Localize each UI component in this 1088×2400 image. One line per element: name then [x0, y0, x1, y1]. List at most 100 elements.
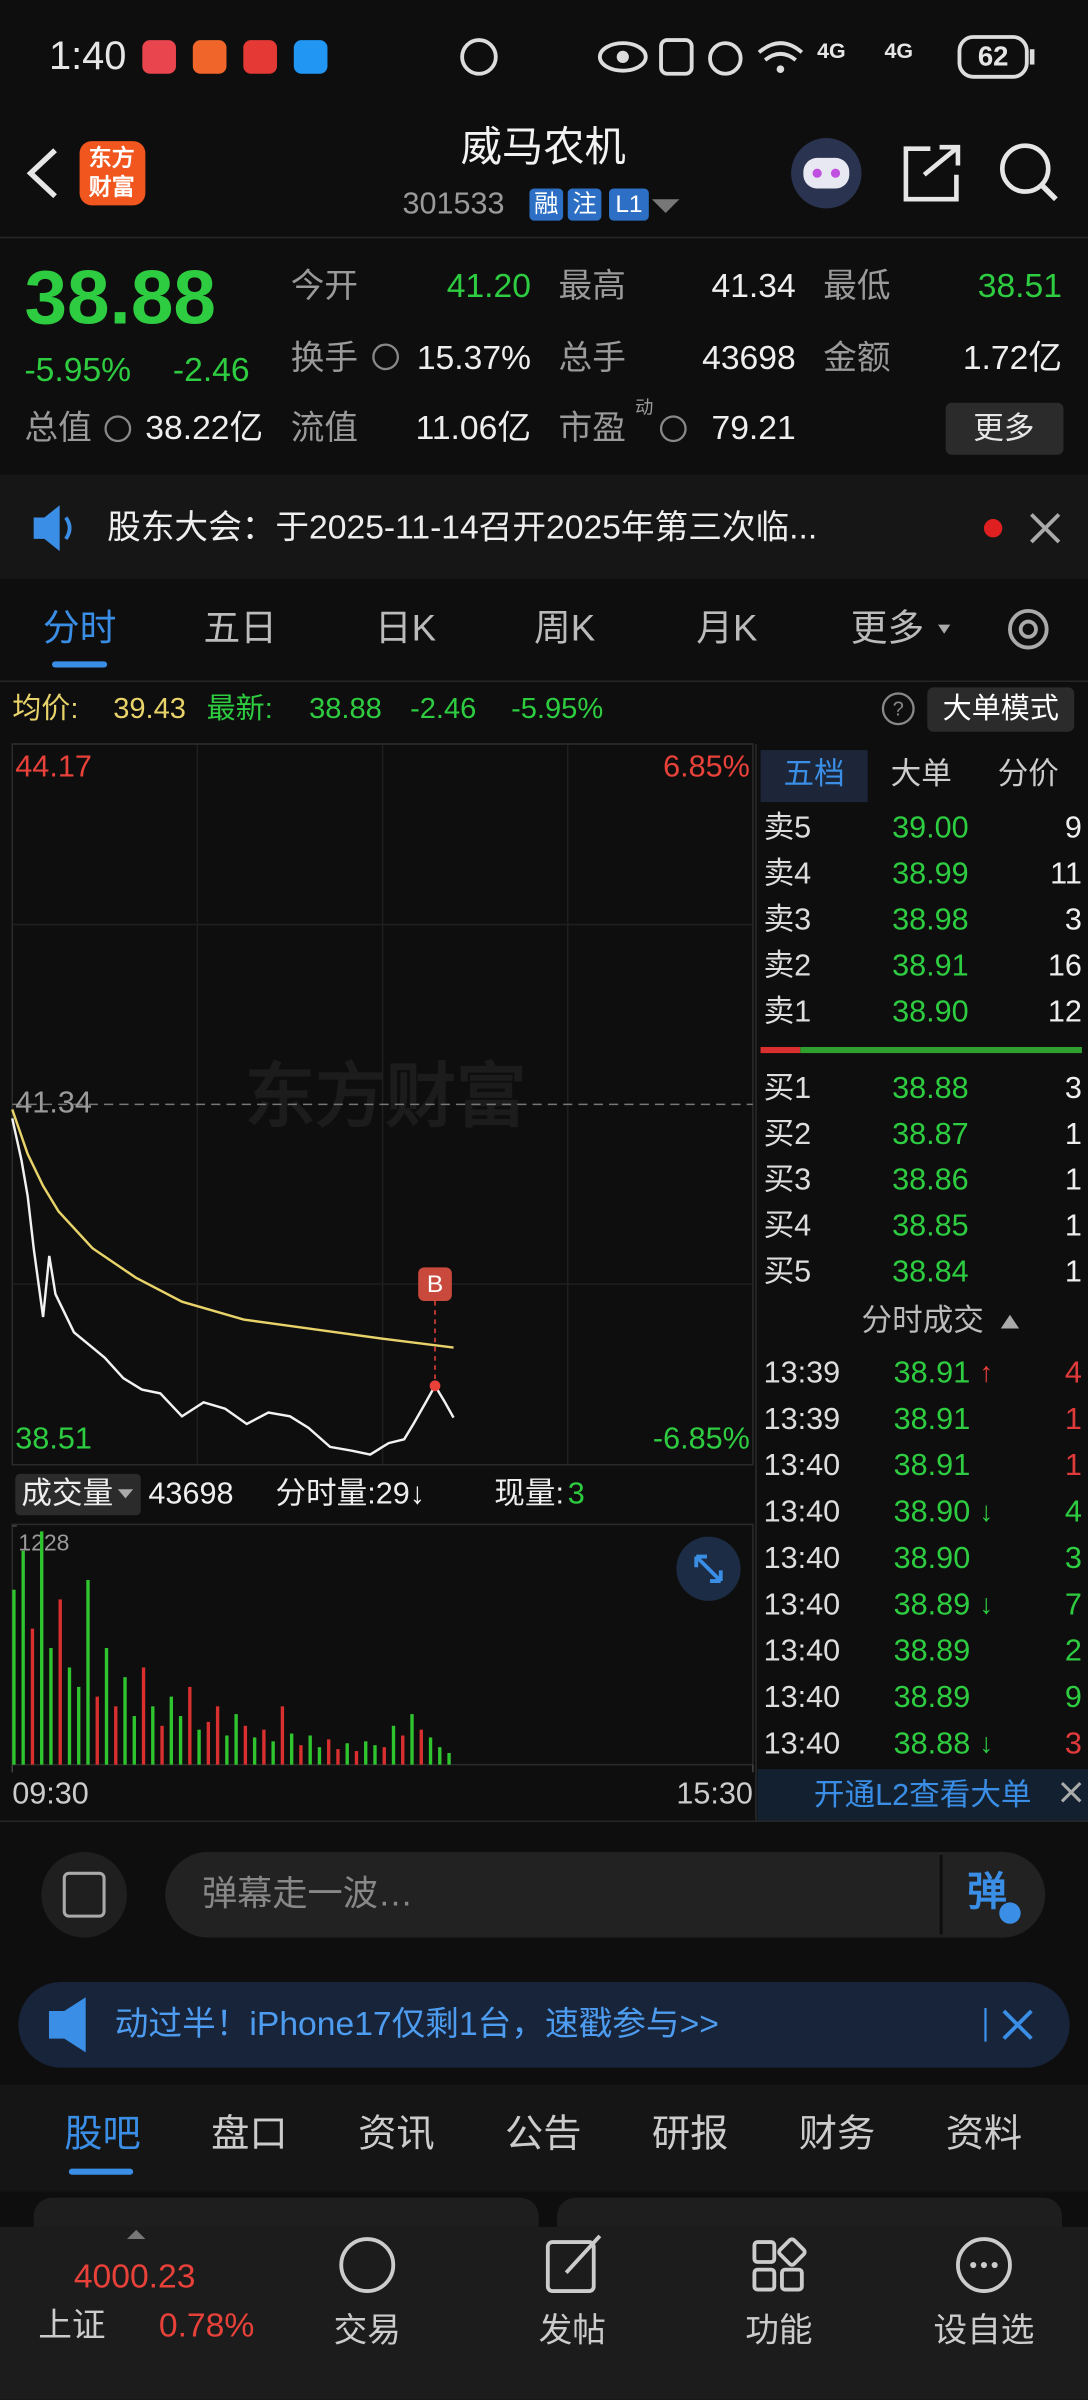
comment-button[interactable] — [41, 1851, 128, 1938]
tab[interactable]: 分时 — [43, 607, 116, 648]
nav-label[interactable]: 交易 — [334, 2311, 401, 2349]
trade-price: 38.89 — [894, 1634, 971, 1668]
trade-price: 38.90 — [894, 1541, 971, 1575]
info-icon[interactable] — [659, 415, 687, 443]
trade-volume: 9 — [1065, 1680, 1082, 1714]
avg-label: 均价: — [12, 692, 78, 725]
stat-value: 38.22亿 — [145, 409, 263, 447]
volume-bar — [447, 1752, 451, 1765]
level-price: 38.90 — [892, 994, 969, 1028]
stat-value: 41.20 — [447, 268, 531, 305]
more-button[interactable]: 更多 — [973, 411, 1034, 445]
app-icon — [142, 40, 176, 74]
unread-dot — [983, 519, 1003, 538]
section-tab[interactable]: 公告 — [505, 2113, 582, 2156]
latest-label: 最新: — [207, 692, 273, 725]
level-label: 卖4 — [764, 857, 812, 891]
megaphone-icon — [48, 1997, 86, 2053]
trade-icon[interactable] — [339, 2237, 396, 2293]
dropdown-icon — [117, 1489, 134, 1499]
nav-label[interactable]: 设自选 — [933, 2311, 1034, 2349]
notice-text[interactable]: 股东大会：于2025-11-14召开2025年第三次临... — [107, 509, 817, 547]
help-icon[interactable] — [881, 692, 915, 726]
volume-label[interactable]: 成交量 — [21, 1476, 113, 1510]
back-button[interactable] — [26, 148, 57, 199]
trade-direction: ↓ — [979, 1496, 993, 1527]
robot-icon — [803, 157, 850, 189]
volume-bar — [225, 1735, 229, 1765]
watchlist-icon[interactable] — [956, 2237, 1012, 2293]
price-line — [11, 1109, 454, 1349]
tab[interactable]: 日K — [375, 607, 437, 648]
nav-label[interactable]: 功能 — [745, 2311, 812, 2349]
order-book-tab[interactable]: 大单 — [891, 757, 952, 791]
close-button[interactable] — [1060, 1781, 1082, 1803]
volume-bar — [419, 1729, 423, 1765]
more-button[interactable] — [945, 402, 1064, 455]
tab[interactable]: 月K — [696, 607, 758, 648]
settings-button[interactable] — [1008, 608, 1049, 650]
notice-bar[interactable] — [0, 474, 1088, 579]
big-order-button[interactable] — [927, 687, 1075, 732]
volume-bar — [327, 1739, 331, 1765]
collapse-icon[interactable] — [1000, 1314, 1020, 1329]
level-volume: 3 — [1065, 903, 1082, 937]
dropdown-icon[interactable] — [651, 199, 680, 213]
ad-banner[interactable] — [18, 1981, 1070, 2068]
function-icon[interactable] — [752, 2240, 777, 2264]
order-book-tab[interactable]: 五档 — [783, 757, 844, 791]
tag: L1 — [615, 191, 642, 218]
volume-bar — [345, 1743, 349, 1765]
section-tab[interactable]: 盘口 — [211, 2113, 288, 2156]
info-icon[interactable] — [104, 415, 132, 443]
section-tab[interactable]: 研报 — [652, 2113, 729, 2156]
volume-bar — [104, 1648, 109, 1765]
tab[interactable]: 五日 — [204, 607, 277, 648]
y2-tick-label: 6.85% — [663, 750, 750, 784]
danmu-send[interactable]: 弹 — [967, 1870, 1007, 1914]
order-book-tab[interactable]: 分价 — [998, 757, 1059, 791]
level-label: 卖1 — [764, 994, 812, 1028]
trade-volume: 4 — [1065, 1495, 1082, 1529]
stat-label: 金额 — [823, 339, 890, 377]
close-button[interactable] — [1002, 2009, 1033, 2040]
trade-volume: 1 — [1065, 1402, 1082, 1436]
volume-bar — [401, 1735, 405, 1765]
volume-selector[interactable] — [15, 1473, 141, 1516]
nav-label[interactable]: 发帖 — [539, 2311, 606, 2349]
stat-value: 79.21 — [711, 410, 795, 447]
danmu-placeholder[interactable]: 弹幕走一波… — [202, 1875, 413, 1914]
section-tab[interactable]: 资讯 — [358, 2113, 435, 2156]
volume-bar — [58, 1599, 62, 1765]
level-volume: 1 — [1065, 1209, 1082, 1243]
share-button[interactable] — [903, 144, 961, 202]
volume-bar — [317, 1747, 322, 1765]
level-volume: 3 — [1065, 1071, 1082, 1105]
l2-banner-text[interactable]: 开通L2查看大单 — [814, 1778, 1032, 1812]
section-tab[interactable]: 股吧 — [64, 2113, 141, 2156]
volume-bar — [160, 1725, 164, 1765]
volume-bar — [252, 1737, 257, 1765]
close-button[interactable] — [1030, 513, 1061, 544]
big-order-button[interactable]: 大单模式 — [943, 692, 1059, 725]
nfc-icon — [659, 38, 694, 76]
l2-banner[interactable] — [757, 1769, 1088, 1822]
tab[interactable]: 周K — [534, 607, 596, 648]
info-icon[interactable] — [372, 343, 400, 371]
stat-label: 市盈 — [559, 409, 626, 447]
post-icon[interactable] — [545, 2240, 596, 2293]
danmu-input[interactable] — [165, 1851, 1046, 1938]
stock-code: 301533 — [402, 186, 504, 220]
section-tab[interactable]: 资料 — [946, 2113, 1023, 2156]
tab[interactable]: 更多 — [851, 607, 924, 648]
stat-label: 总值 — [24, 409, 91, 447]
volume-bar — [77, 1686, 81, 1765]
search-button[interactable] — [1000, 143, 1051, 194]
ad-text[interactable]: 动过半！iPhone17仅剩1台，速戳参与>> — [115, 2005, 719, 2043]
section-tab[interactable]: 财务 — [799, 2113, 876, 2156]
index-change: 0.78% — [159, 2308, 254, 2345]
level-price: 38.84 — [892, 1255, 969, 1289]
trade-price: 38.88 — [894, 1726, 971, 1760]
